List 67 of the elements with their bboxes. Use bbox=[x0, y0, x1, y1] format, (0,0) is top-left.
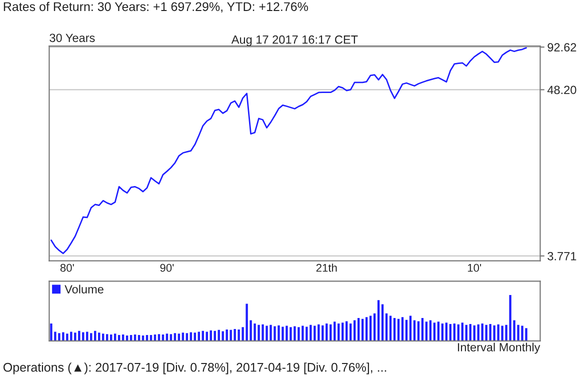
bar bbox=[401, 317, 404, 341]
bar bbox=[314, 326, 316, 341]
bar bbox=[282, 326, 284, 341]
bar bbox=[50, 324, 52, 341]
y-tick-label: 3.771 bbox=[548, 252, 576, 260]
bar bbox=[322, 325, 324, 341]
legend-label: Volume bbox=[64, 284, 104, 294]
bar bbox=[78, 330, 80, 341]
bar bbox=[381, 304, 384, 341]
x-tick-label: 10' bbox=[468, 264, 482, 272]
bar bbox=[302, 326, 304, 341]
bar bbox=[409, 316, 412, 341]
bar bbox=[389, 316, 392, 341]
bar bbox=[509, 295, 512, 341]
text: Interval Monthly bbox=[458, 342, 540, 354]
bar bbox=[521, 326, 524, 341]
bar bbox=[262, 324, 264, 341]
bar bbox=[365, 317, 368, 341]
x-tick-label: 80' bbox=[60, 264, 74, 272]
bar bbox=[246, 304, 248, 341]
y-tick-label: 48.20 bbox=[547, 86, 576, 94]
bar bbox=[477, 324, 480, 341]
bar bbox=[481, 324, 484, 341]
bar bbox=[254, 324, 256, 341]
bar bbox=[493, 325, 496, 341]
bar bbox=[62, 332, 64, 341]
bar bbox=[70, 332, 72, 341]
text: Operations (▲): 2017-07-19 [Div. 0.78%], 2017-04-19 [Div. 0.76%], ... bbox=[3, 362, 386, 374]
bar bbox=[266, 326, 268, 341]
bar bbox=[238, 329, 240, 341]
bar bbox=[290, 327, 292, 341]
bar bbox=[425, 322, 428, 341]
text: Rates of Return: 30 Years: +1 697.29%, YTD: +12.76% bbox=[4, 2, 308, 13]
bar bbox=[258, 324, 260, 341]
bar bbox=[497, 324, 500, 341]
x-tick-label: 90' bbox=[160, 264, 174, 272]
bar bbox=[473, 325, 476, 341]
bar bbox=[310, 324, 312, 341]
bar bbox=[230, 330, 232, 341]
bar bbox=[278, 325, 280, 341]
bar bbox=[501, 326, 504, 341]
bar bbox=[66, 334, 68, 341]
chart-title: 30 Years bbox=[50, 34, 95, 42]
text: Aug 17 2017 16:17 CET bbox=[231, 35, 358, 46]
bar bbox=[294, 326, 296, 341]
bar bbox=[286, 326, 288, 341]
bar bbox=[525, 328, 528, 341]
x-tick-label: 21th bbox=[316, 264, 337, 272]
bar bbox=[346, 321, 348, 341]
bar bbox=[417, 321, 420, 341]
bar bbox=[270, 324, 272, 341]
bar bbox=[377, 300, 380, 341]
y-tick-label: 92.62 bbox=[548, 43, 576, 52]
bar bbox=[485, 324, 488, 341]
bar bbox=[74, 332, 76, 341]
bar bbox=[274, 326, 276, 341]
bar bbox=[306, 326, 308, 341]
bar bbox=[437, 322, 440, 341]
bar bbox=[58, 333, 60, 341]
bar bbox=[298, 327, 300, 341]
bar bbox=[369, 316, 372, 341]
bar bbox=[489, 324, 492, 341]
bar bbox=[517, 324, 520, 341]
line-series bbox=[50, 47, 527, 254]
bar bbox=[318, 324, 320, 341]
bar bbox=[234, 329, 236, 341]
bar bbox=[334, 322, 336, 341]
